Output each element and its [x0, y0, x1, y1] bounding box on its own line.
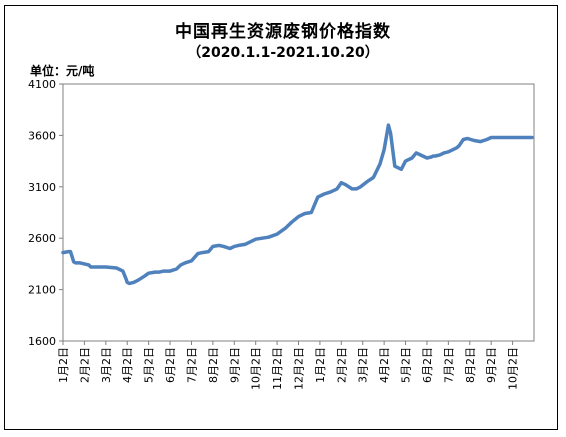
- x-tick-label: 6月2日: [421, 347, 434, 383]
- x-tick-label: 6月2日: [164, 347, 177, 383]
- x-tick-label: 4月2日: [121, 347, 134, 383]
- plot-area: [62, 83, 535, 342]
- y-tick-label: 3100: [28, 181, 56, 194]
- x-tick-label: 9月2日: [228, 347, 241, 383]
- x-tick-label: 3月2日: [100, 347, 113, 383]
- x-tick-label: 9月2日: [485, 347, 498, 383]
- y-axis-ticks: 1600 2100 2600 3100 3600 4100: [28, 78, 63, 348]
- x-tick-label: 7月2日: [442, 347, 455, 383]
- x-tick-label: 12月2日: [293, 347, 306, 390]
- y-tick-label: 3600: [28, 129, 56, 142]
- x-tick-label: 8月2日: [207, 347, 220, 383]
- y-tick-label: 1600: [28, 335, 56, 348]
- x-tick-label: 7月2日: [185, 347, 198, 383]
- x-tick-label: 10月2日: [507, 347, 520, 390]
- y-tick-label: 4100: [28, 78, 56, 91]
- unit-label: 单位：元/吨: [30, 64, 95, 78]
- x-tick-label: 2月2日: [78, 347, 91, 383]
- x-tick-label: 1月2日: [57, 347, 70, 383]
- y-tick-label: 2100: [28, 284, 56, 297]
- x-tick-label: 1月2日: [314, 347, 327, 383]
- x-tick-label: 5月2日: [143, 347, 156, 383]
- chart-frame: [4, 5, 558, 430]
- x-tick-label: 4月2日: [378, 347, 391, 383]
- x-tick-label: 2月2日: [335, 347, 348, 383]
- x-tick-label: 10月2日: [250, 347, 263, 390]
- series-line: [61, 123, 534, 286]
- x-tick-label: 3月2日: [357, 347, 370, 383]
- x-tick-label: 5月2日: [400, 347, 413, 383]
- x-tick-label: 11月2日: [271, 347, 284, 390]
- series-layer: [61, 123, 534, 286]
- x-axis-ticks: 1月2日 2月2日 3月2日 4月2日 5月2日 6月2日 7月2日 8月2日 9月2日 10月2…: [57, 341, 520, 390]
- chart-title: 中国再生资源废钢价格指数: [175, 22, 391, 42]
- chart-subtitle: （2020.1.1-2021.10.20）: [187, 45, 379, 61]
- x-tick-label: 8月2日: [464, 347, 477, 383]
- y-tick-label: 2600: [28, 232, 56, 245]
